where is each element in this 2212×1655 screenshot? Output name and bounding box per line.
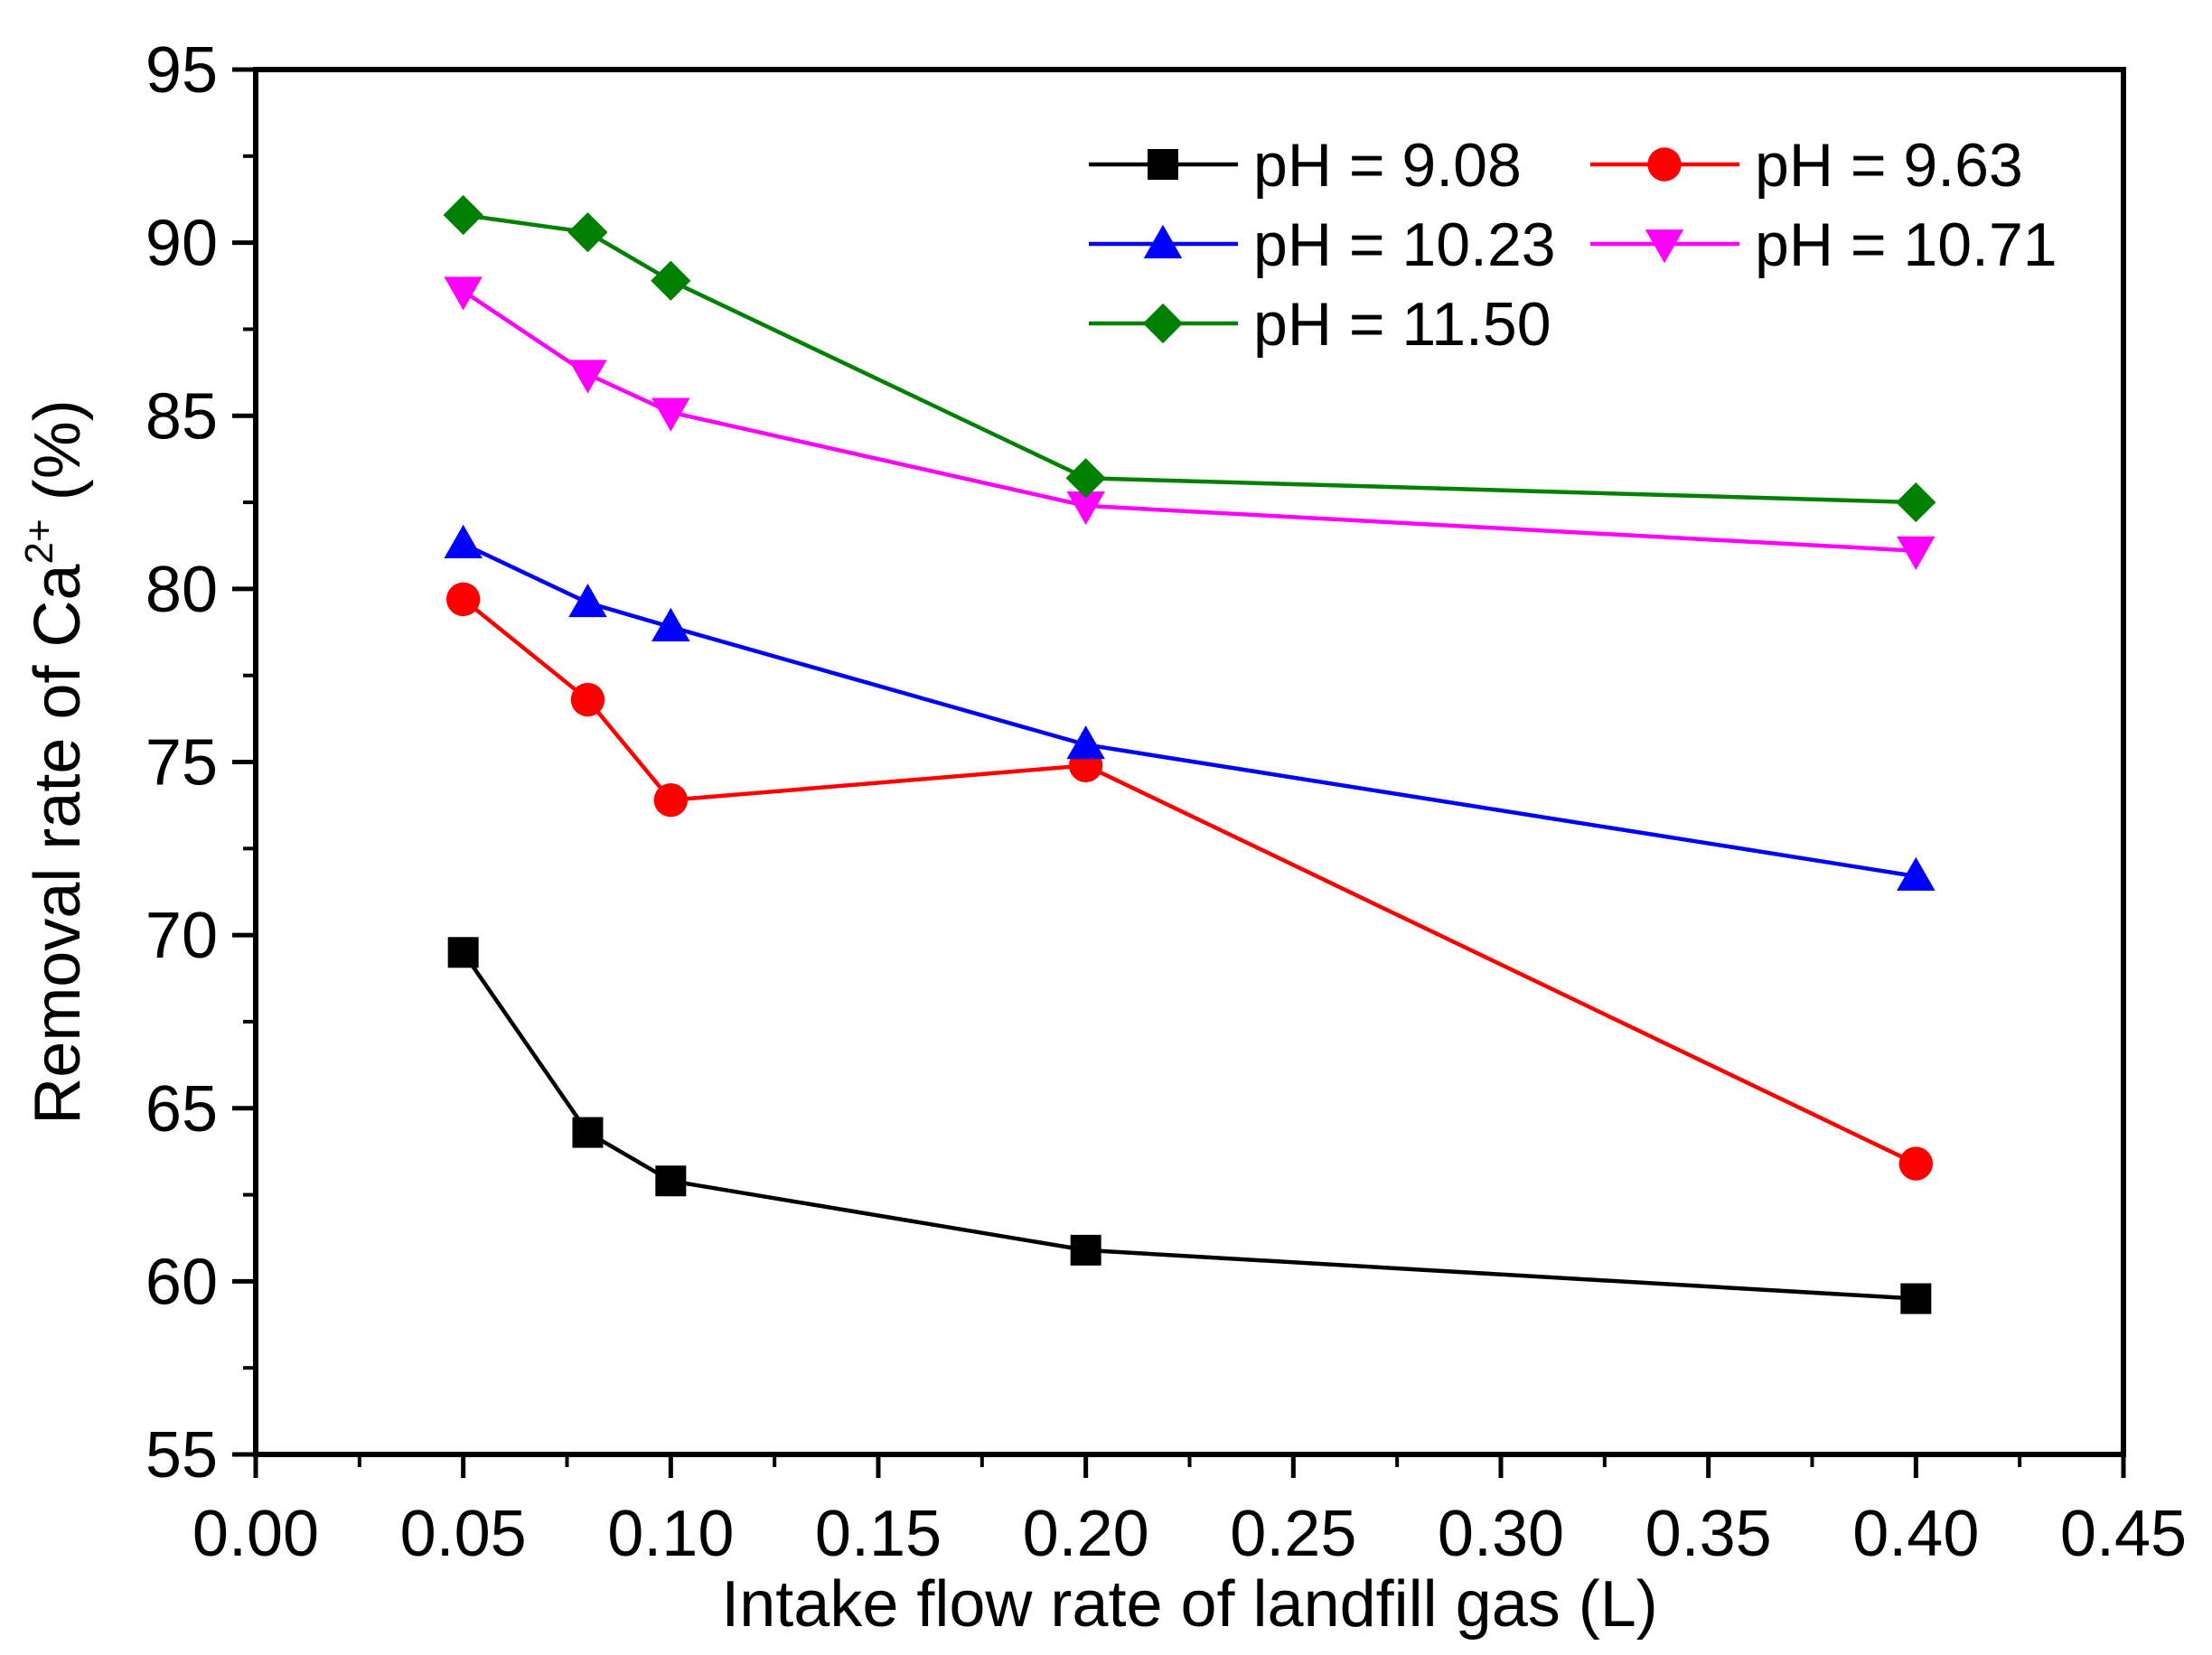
y-tick-label: 60 [145,1246,218,1318]
series-4 [444,276,1936,570]
data-point [1898,1146,1934,1181]
x-tick-label: 0.45 [2060,1498,2187,1570]
y-tick-label: 95 [145,34,218,107]
series-5 [443,194,1936,523]
data-point [1897,536,1936,570]
legend-item: pH = 11.50 [1089,290,1551,359]
series-line [462,289,1917,553]
data-point [1896,482,1936,523]
series-group [443,194,1936,1314]
data-point [568,360,607,394]
x-tick-label: 0.00 [192,1498,319,1570]
data-point [1065,458,1106,499]
x-tick-label: 0.35 [1645,1498,1772,1570]
legend-item: pH = 9.08 [1089,131,1522,200]
data-point [445,582,481,617]
axis-ticks: 0.00 0.05 0.10 0.15 0.20 0.25 0.30 0.35 0.40 0.45… [145,34,2187,1570]
x-tick-label: 0.40 [1852,1498,1979,1570]
legend-item: pH = 10.71 [1590,210,2057,279]
legend-marker [1142,303,1184,344]
series-line [463,212,1917,505]
data-point [444,276,483,311]
legend-label: pH = 11.50 [1253,290,1551,359]
data-point [568,583,607,618]
series-line [461,951,1917,1301]
data-point [651,260,691,301]
x-tick-label: 0.10 [607,1498,734,1570]
y-tick-label: 90 [145,208,218,280]
y-axis-label-main: Removal rate of Ca [22,563,94,1124]
data-point [572,1117,604,1148]
y-tick-label: 85 [145,380,218,453]
data-point [651,607,690,641]
y-tick-label: 65 [145,1073,218,1145]
series-line [462,542,1917,879]
y-axis-label: Removal rate of Ca2+ (%) [17,399,94,1124]
series-2 [445,582,1934,1181]
y-axis-label-unit: (%) [22,399,94,500]
series-line [462,597,1917,1166]
legend-marker [1143,224,1183,258]
data-point [1070,1234,1101,1266]
y-tick-label: 75 [145,727,218,799]
data-point [651,397,690,432]
data-point [1066,491,1105,526]
x-tick-label: 0.05 [400,1498,527,1570]
y-axis-label-superscript: 2+ [17,519,61,564]
legend-label: pH = 10.23 [1253,210,1556,279]
data-point [653,782,689,818]
x-tick-label: 0.30 [1438,1498,1564,1570]
series-3 [444,524,1936,891]
legend: pH = 9.08 pH = 9.63 pH = 10.23 pH = 10.71 pH… [1089,131,2057,359]
y-tick-label: 70 [145,900,218,972]
data-point [567,212,608,253]
x-tick-label: 0.20 [1023,1498,1149,1570]
x-tick-label: 0.25 [1230,1498,1356,1570]
data-point [570,682,605,717]
y-tick-label: 80 [145,554,218,626]
legend-marker [1148,149,1178,180]
data-point [444,524,483,558]
data-point [655,1165,687,1197]
legend-label: pH = 10.71 [1755,210,2057,279]
legend-label: pH = 9.63 [1755,131,2023,200]
legend-item: pH = 10.23 [1089,210,1556,279]
x-tick-label: 0.15 [815,1498,942,1570]
data-point [1066,725,1105,760]
series-1 [447,937,1932,1314]
legend-item: pH = 9.63 [1590,131,2023,200]
legend-marker [1647,147,1682,182]
data-point [1897,856,1936,891]
legend-label: pH = 9.08 [1253,131,1522,200]
legend-marker [1645,229,1684,264]
data-point [447,937,479,968]
x-axis-label: Intake flow rate of landfill gas (L) [721,1568,1658,1641]
data-point [1900,1283,1932,1314]
y-tick-label: 55 [145,1419,218,1491]
data-point [443,194,483,236]
